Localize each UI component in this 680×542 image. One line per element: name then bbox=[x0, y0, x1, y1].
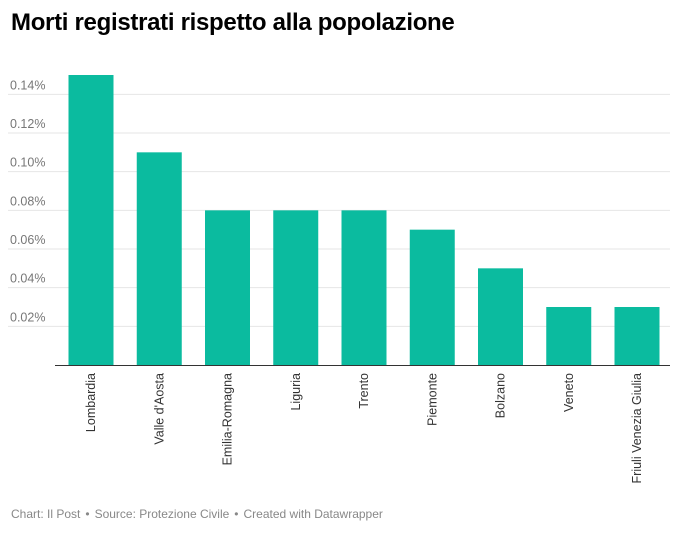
bar bbox=[478, 268, 523, 365]
bars bbox=[68, 75, 660, 365]
y-tick-label: 0.02% bbox=[10, 310, 45, 324]
bar bbox=[614, 307, 660, 365]
y-tick-label: 0.10% bbox=[10, 156, 45, 170]
bar bbox=[136, 152, 182, 365]
x-tick-label: Trento bbox=[357, 373, 371, 409]
chart-title: Morti registrati rispetto alla popolazio… bbox=[11, 9, 455, 36]
x-tick-label: Emilia-Romagna bbox=[221, 373, 235, 465]
bar bbox=[68, 75, 114, 365]
y-tick-label: 0.04% bbox=[10, 272, 45, 286]
y-tick-label: 0.12% bbox=[10, 117, 45, 131]
chart-footer: Chart: Il Post • Source: Protezione Civile… bbox=[11, 507, 383, 521]
bar-chart: 0.02% 0.04% 0.06% 0.08% 0.10% 0.12% 0.14% Lomb… bbox=[8, 75, 670, 484]
y-tick-label: 0.14% bbox=[10, 78, 45, 92]
x-tick-label: Valle d'Aosta bbox=[152, 373, 166, 445]
y-axis-ticks: 0.02% 0.04% 0.06% 0.08% 0.10% 0.12% 0.14% bbox=[10, 78, 45, 324]
x-axis-labels: Lombardia Valle d'Aosta Emilia-Romagna Ligu… bbox=[84, 373, 644, 484]
bar bbox=[546, 307, 592, 365]
footer-separator: • bbox=[85, 507, 90, 521]
x-tick-label: Friuli Venezia Giulia bbox=[630, 373, 644, 484]
x-tick-label: Liguria bbox=[289, 373, 303, 411]
bar bbox=[273, 210, 319, 365]
footer-separator: • bbox=[234, 507, 239, 521]
x-tick-label: Bolzano bbox=[494, 373, 508, 418]
y-tick-label: 0.06% bbox=[10, 233, 45, 247]
footer-chart-credit: Chart: Il Post bbox=[11, 507, 81, 521]
footer-created-with: Created with Datawrapper bbox=[243, 507, 383, 521]
x-tick-label: Lombardia bbox=[84, 373, 98, 432]
gridlines bbox=[8, 93, 670, 327]
x-tick-label: Veneto bbox=[562, 373, 576, 412]
bar bbox=[341, 210, 387, 365]
x-tick-label: Piemonte bbox=[425, 373, 439, 426]
bar bbox=[205, 210, 250, 365]
bar bbox=[409, 229, 455, 365]
footer-source: Source: Protezione Civile bbox=[94, 507, 230, 521]
y-tick-label: 0.08% bbox=[10, 194, 45, 208]
